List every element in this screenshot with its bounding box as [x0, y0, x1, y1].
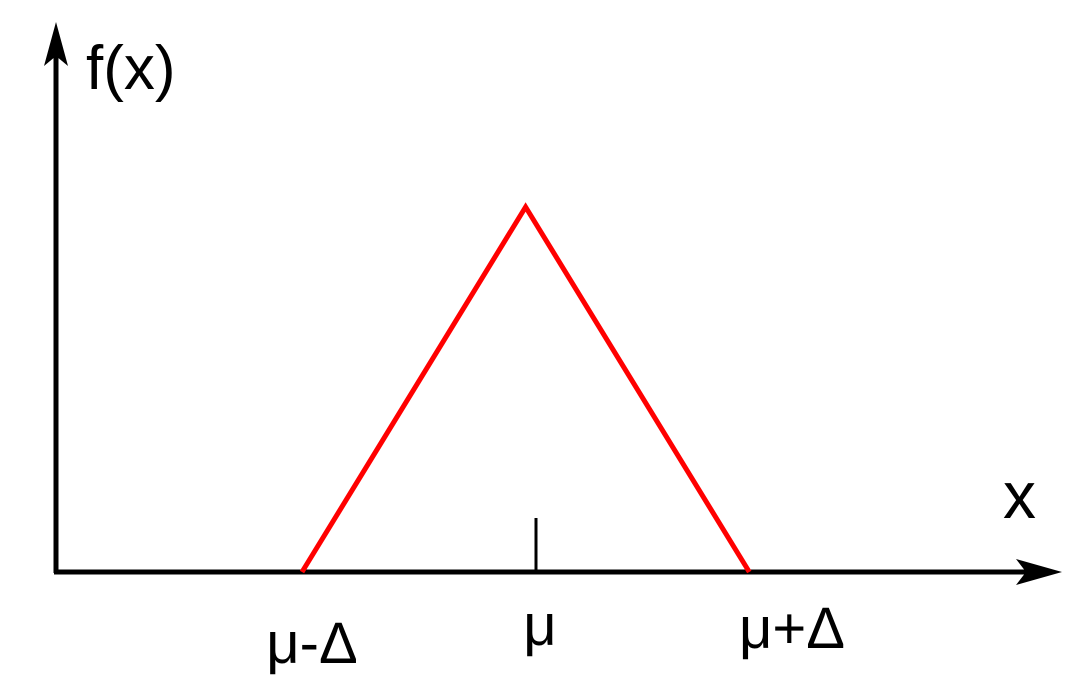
x-axis-arrowhead — [1016, 559, 1062, 585]
x-axis-label: x — [1003, 458, 1036, 532]
y-axis-label: f(x) — [86, 34, 176, 103]
x-tick-label-mu-minus-delta: μ-Δ — [266, 611, 357, 676]
y-axis-arrowhead — [44, 22, 68, 66]
x-tick-label-mu-plus-delta: μ+Δ — [739, 596, 845, 661]
x-tick-label-mu: μ — [523, 593, 556, 658]
triangle-density-line — [299, 202, 752, 574]
